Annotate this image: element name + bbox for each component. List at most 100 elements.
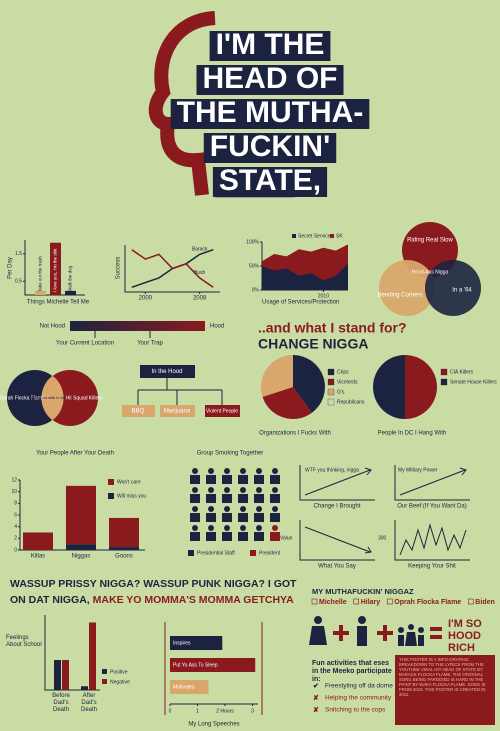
axis (394, 520, 470, 561)
icon (309, 626, 327, 645)
operators (333, 625, 442, 641)
icon-body (206, 494, 216, 503)
icon-head (192, 506, 198, 512)
legend-swatch (250, 550, 256, 556)
bar-segment (66, 544, 96, 550)
legend-label: SK (336, 233, 343, 239)
icon-head (272, 506, 278, 512)
y-tick-label: 1.5 (15, 251, 22, 257)
tree-label: Violent People (206, 408, 238, 414)
wassup-highlight: MAKE YO MOMMA'S MOMMA GETCHYA (93, 594, 294, 606)
x-tick-label: 2008 (193, 296, 207, 302)
y-tick-label: 50% (249, 263, 260, 269)
x-tick-label: Goons (115, 554, 133, 560)
icon-head (224, 525, 230, 531)
hood-gradient (70, 321, 205, 331)
legend-swatch (327, 388, 335, 396)
icon-body (270, 532, 280, 541)
y-tick-label: 0.5 (15, 279, 22, 285)
line (399, 467, 467, 496)
tree-node (122, 405, 155, 417)
venn-label: In a '64 (452, 288, 472, 294)
tree-label: BBQ (132, 409, 145, 415)
legend-swatch (327, 378, 335, 386)
y-tick-label: 0% (252, 287, 260, 293)
fun-item: Helping the community (325, 695, 392, 702)
bar-segment (109, 547, 139, 550)
line (131, 249, 214, 288)
icon-body (222, 494, 232, 503)
person-icon (206, 468, 216, 484)
icon-head (256, 525, 262, 531)
legend-swatch (327, 398, 335, 406)
bar (170, 658, 256, 672)
icon-body (270, 475, 280, 484)
y-label: Per Day (8, 257, 14, 279)
chart-title: Group Smoking Together (197, 451, 264, 457)
bar (89, 622, 96, 690)
person-icon (206, 487, 216, 503)
fun-item: Freestyling off da dome (325, 683, 393, 690)
title-box (203, 133, 337, 163)
tree-node (160, 405, 195, 417)
person-icon (254, 525, 264, 541)
legend-label: Will miss you (117, 493, 146, 499)
icon-head (240, 468, 246, 474)
icon (398, 627, 404, 633)
y-tick-label: 2 (14, 536, 17, 542)
school-ylabel: Feelings About School (6, 635, 42, 648)
mini-ylabel: My Military Power (398, 467, 438, 473)
title-line: STATE, (219, 164, 321, 197)
icon-head (208, 525, 214, 531)
x-label: Usage of Services/Protection (262, 300, 339, 306)
person-icon (270, 468, 280, 484)
checkbox (353, 598, 360, 605)
tree-lines (137, 378, 223, 405)
venn-label: Hang out with in the Chi (31, 395, 74, 400)
venn-circle (379, 260, 435, 316)
pie-slice (293, 355, 326, 413)
icon (357, 626, 367, 646)
family-icons (309, 616, 424, 646)
icon-body (190, 475, 200, 484)
scale-label: Not Hood (40, 324, 65, 330)
series-label: Barack (192, 247, 208, 253)
icon: ✔ (313, 683, 319, 690)
icon-head (240, 506, 246, 512)
bar (35, 290, 46, 295)
venn-label: Oprah Flocka Flame (0, 395, 45, 401)
tree-label: Marijuana (164, 409, 191, 415)
head-silhouette (148, 11, 216, 196)
pie-slice (261, 355, 293, 397)
checkbox (311, 598, 318, 605)
icon (314, 616, 322, 624)
x-tick-label: 3 (251, 708, 254, 714)
mini-ylabel: 300 (378, 535, 387, 541)
x-tick-label: After Dad's Death (80, 693, 97, 713)
pie-slice (405, 355, 437, 419)
title-box (170, 99, 370, 129)
icon-body (238, 532, 248, 541)
venn-label: Bending Corners (377, 293, 422, 299)
icon-head (272, 487, 278, 493)
icon (405, 632, 417, 646)
person-icon (206, 506, 216, 522)
name: Oprah Flocka Flame (394, 599, 461, 606)
icon-body (222, 475, 232, 484)
icon-body (254, 475, 264, 484)
niggaz-title: MY MUTHAFUCKIN' NIGGAZ (312, 587, 414, 596)
person-icon (222, 468, 232, 484)
axis (124, 245, 220, 293)
legend-swatch (292, 234, 296, 238)
mini-xlabel: What You Say (318, 564, 356, 570)
chart-title: My Long Speeches (188, 722, 239, 728)
hood-rich: RICH (448, 642, 475, 654)
person-icon (222, 525, 232, 541)
speech-frame (164, 622, 263, 715)
x-tick-label: 2010 (318, 293, 329, 299)
legend-swatch (440, 368, 448, 376)
y-tick-label: 0 (14, 547, 17, 553)
category-label: Walk the dog (68, 265, 73, 292)
category-label: I love you, I'm the shit (53, 248, 58, 292)
